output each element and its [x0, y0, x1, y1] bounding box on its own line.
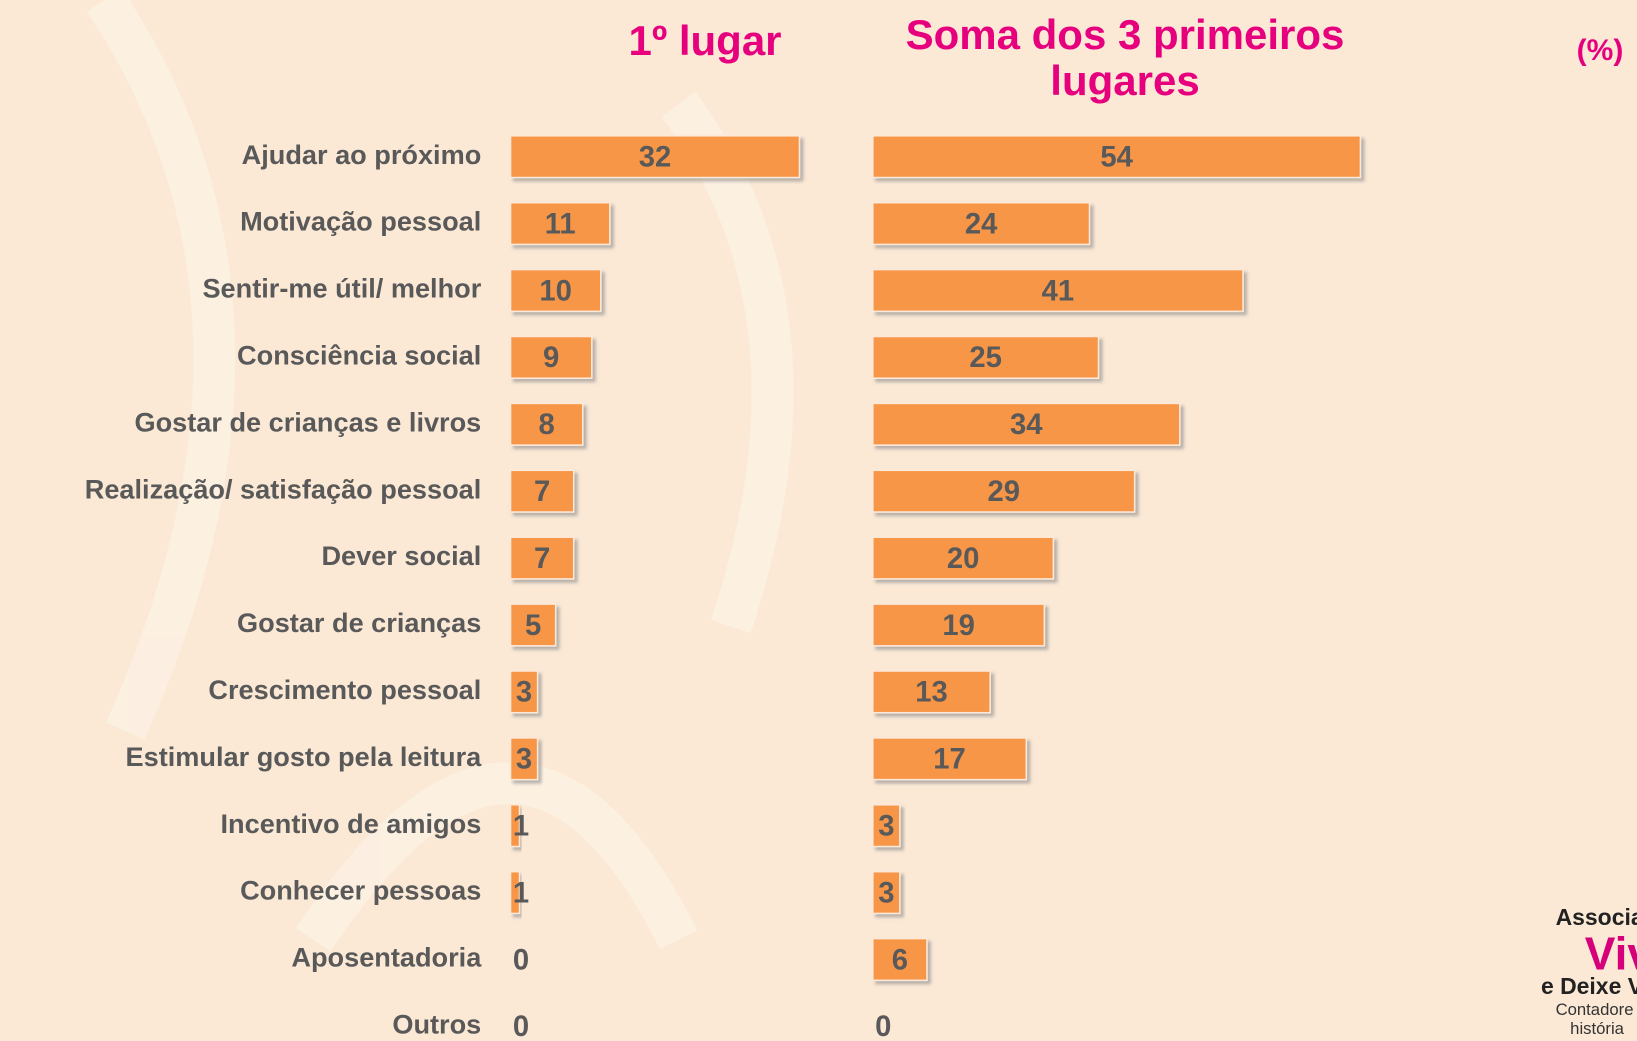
chart-title: 1º lugar: [628, 17, 782, 64]
category-label: Ajudar ao próximo: [242, 139, 482, 170]
bar: [872, 402, 1181, 446]
bar: [872, 870, 901, 915]
category-label: Incentivo de amigos: [221, 808, 482, 839]
value-label: 11: [545, 208, 576, 240]
bar: [509, 268, 602, 313]
value-label: 24: [965, 208, 998, 240]
logo-text: e Deixe V: [1541, 973, 1637, 999]
bar: [509, 469, 575, 513]
value-label: 7: [534, 476, 550, 508]
bar: [509, 536, 575, 580]
bar: [872, 469, 1136, 513]
value-label: 3: [878, 877, 894, 909]
bar: [509, 803, 521, 848]
bar: [509, 335, 593, 380]
value-label: 3: [516, 677, 532, 709]
value-label: 9: [543, 342, 559, 374]
value-label: 25: [969, 342, 1002, 374]
value-label: 1: [513, 810, 529, 842]
category-label: Consciência social: [237, 340, 481, 371]
value-label: 6: [892, 944, 908, 976]
category-label: Estimular gosto pela leitura: [126, 741, 483, 772]
category-label: Crescimento pessoal: [208, 674, 481, 705]
category-label: Dever social: [321, 540, 481, 571]
value-label: 3: [878, 810, 894, 842]
bar: [872, 536, 1055, 580]
value-label: 13: [915, 677, 948, 709]
value-label: 10: [539, 275, 572, 307]
value-label: 19: [942, 610, 975, 642]
value-label: 34: [1010, 409, 1043, 441]
value-label: 32: [639, 141, 672, 173]
logo: Associa Viv e Deixe V Contadore história: [1541, 904, 1637, 1038]
logo-text: história: [1570, 1019, 1625, 1038]
bar: [872, 135, 1362, 179]
value-label: 17: [933, 744, 966, 776]
bar: [872, 803, 901, 848]
value-label: 1: [513, 877, 529, 909]
bar: [509, 135, 801, 179]
logo-text: Associa: [1556, 904, 1637, 930]
value-label: 41: [1042, 275, 1075, 307]
bar: [509, 201, 611, 246]
category-label: Outros: [392, 1009, 481, 1040]
value-label: 29: [987, 476, 1020, 508]
bar: [509, 670, 539, 714]
bar: [872, 737, 1028, 781]
bar: [872, 937, 928, 982]
category-label: Aposentadoria: [291, 942, 482, 973]
bar: [509, 402, 584, 446]
bar: [872, 201, 1091, 246]
value-label: 54: [1100, 141, 1133, 173]
category-label: Sentir-me útil/ melhor: [202, 273, 481, 304]
value-label: 0: [875, 1011, 891, 1041]
bar: [872, 603, 1046, 647]
bar: [872, 268, 1244, 313]
unit-label: (%): [1576, 34, 1624, 67]
bar: [509, 870, 521, 915]
bar: [872, 335, 1100, 380]
value-label: 3: [516, 744, 532, 776]
category-label: Gostar de crianças: [237, 607, 481, 638]
logo-text: Contadore: [1556, 1000, 1634, 1019]
bar: [509, 737, 539, 781]
value-label: 0: [513, 1011, 529, 1041]
chart-title: Soma dos 3 primeiros lugares: [905, 11, 1345, 104]
value-label: 8: [539, 409, 555, 441]
category-label: Gostar de crianças e livros: [135, 406, 482, 437]
category-label: Conhecer pessoas: [240, 875, 481, 906]
category-label: Realização/ satisfação pessoal: [85, 473, 482, 504]
value-label: 7: [534, 543, 550, 575]
value-label: 0: [513, 944, 529, 976]
logo-text: Viv: [1585, 928, 1637, 980]
bar: [872, 670, 991, 714]
bar: [509, 603, 557, 647]
value-label: 5: [525, 610, 541, 642]
category-label: Motivação pessoal: [240, 206, 481, 237]
value-label: 20: [947, 543, 980, 575]
